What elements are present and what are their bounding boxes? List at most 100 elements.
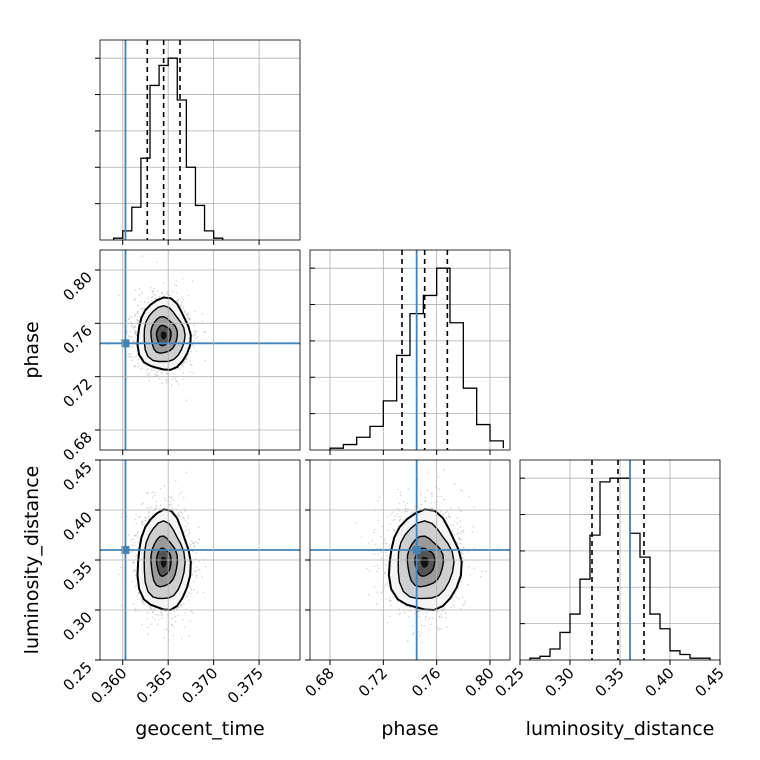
- x-tick-label: 0.365: [133, 664, 176, 707]
- sample-point: [180, 511, 183, 513]
- sample-point: [188, 635, 190, 638]
- sample-point: [134, 325, 137, 327]
- sample-point: [472, 525, 474, 528]
- sample-point: [437, 627, 439, 629]
- sample-point: [184, 612, 186, 614]
- sample-point: [137, 591, 140, 594]
- sample-point: [389, 522, 392, 525]
- sample-point: [131, 327, 134, 329]
- sample-point: [128, 318, 130, 320]
- sample-point: [449, 515, 451, 518]
- x-tick-label: 0.35: [591, 664, 627, 700]
- sample-point: [418, 615, 420, 618]
- sample-point: [373, 565, 376, 568]
- sample-point: [149, 606, 152, 608]
- sample-point: [195, 576, 198, 579]
- sample-point: [381, 525, 384, 527]
- sample-point: [156, 290, 159, 292]
- sample-point: [180, 491, 183, 494]
- sample-point: [456, 517, 459, 519]
- sample-point: [399, 518, 402, 520]
- sample-point: [390, 599, 392, 602]
- sample-point: [134, 329, 136, 332]
- sample-point: [130, 325, 133, 328]
- panel-frame: [309, 249, 511, 451]
- sample-point: [132, 340, 135, 343]
- sample-point: [182, 299, 185, 301]
- sample-point: [409, 606, 411, 609]
- sample-point: [129, 336, 131, 338]
- sample-point: [119, 339, 122, 341]
- sample-point: [165, 382, 168, 384]
- sample-point: [162, 614, 164, 616]
- sample-point: [135, 312, 138, 315]
- sample-point: [182, 365, 185, 367]
- sample-point: [420, 632, 423, 634]
- sample-point: [204, 359, 207, 362]
- sample-point: [179, 368, 181, 370]
- sample-point: [134, 315, 136, 317]
- sample-point: [429, 507, 432, 509]
- sample-point: [189, 371, 192, 373]
- sample-point: [160, 614, 163, 616]
- sample-point: [133, 541, 136, 544]
- sample-point: [137, 358, 140, 361]
- sample-point: [185, 358, 187, 361]
- sample-point: [130, 321, 133, 323]
- sample-point: [188, 318, 191, 321]
- sample-point: [146, 506, 148, 509]
- sample-point: [136, 310, 139, 313]
- sample-point: [134, 570, 136, 572]
- sample-point: [172, 372, 175, 375]
- sample-point: [485, 570, 488, 572]
- x-axis-label-geocent_time: geocent_time: [135, 718, 264, 740]
- sample-point: [137, 542, 140, 544]
- sample-point: [130, 346, 132, 349]
- sample-point: [432, 507, 434, 510]
- sample-point: [397, 488, 399, 491]
- sample-point: [138, 294, 140, 297]
- sample-point: [156, 372, 158, 374]
- sample-point: [388, 597, 391, 599]
- sample-point: [443, 498, 446, 501]
- sample-point: [190, 363, 192, 366]
- sample-point: [132, 357, 135, 359]
- sample-point: [390, 513, 392, 516]
- sample-point: [460, 580, 463, 583]
- sample-point: [204, 565, 207, 568]
- sample-point: [384, 572, 386, 575]
- sample-point: [457, 532, 460, 534]
- sample-point: [187, 533, 190, 536]
- sample-point: [172, 634, 174, 637]
- sample-point: [400, 515, 402, 518]
- sample-point: [160, 611, 162, 614]
- sample-point: [423, 624, 425, 627]
- sample-point: [165, 372, 168, 375]
- sample-point: [147, 612, 149, 614]
- sample-point: [150, 368, 153, 371]
- histogram-step-geocent_time: [112, 57, 224, 240]
- sample-point: [373, 528, 376, 531]
- sample-point: [404, 504, 407, 507]
- sample-point: [146, 516, 148, 519]
- sample-point: [137, 365, 140, 368]
- sample-point: [135, 522, 137, 525]
- sample-point: [403, 605, 406, 607]
- sample-point: [193, 346, 195, 349]
- sample-point: [158, 370, 160, 372]
- sample-point: [174, 377, 177, 380]
- sample-point: [473, 547, 475, 550]
- sample-point: [174, 615, 176, 618]
- sample-point: [146, 373, 148, 376]
- sample-point: [184, 525, 187, 528]
- sample-point: [154, 607, 156, 610]
- sample-point: [459, 510, 462, 512]
- sample-point: [196, 591, 199, 594]
- sample-point: [154, 507, 156, 510]
- sample-point: [384, 539, 387, 542]
- sample-point: [181, 364, 183, 367]
- sample-point: [118, 294, 120, 297]
- sample-point: [191, 364, 193, 367]
- sample-point: [152, 292, 155, 295]
- sample-point: [177, 298, 180, 300]
